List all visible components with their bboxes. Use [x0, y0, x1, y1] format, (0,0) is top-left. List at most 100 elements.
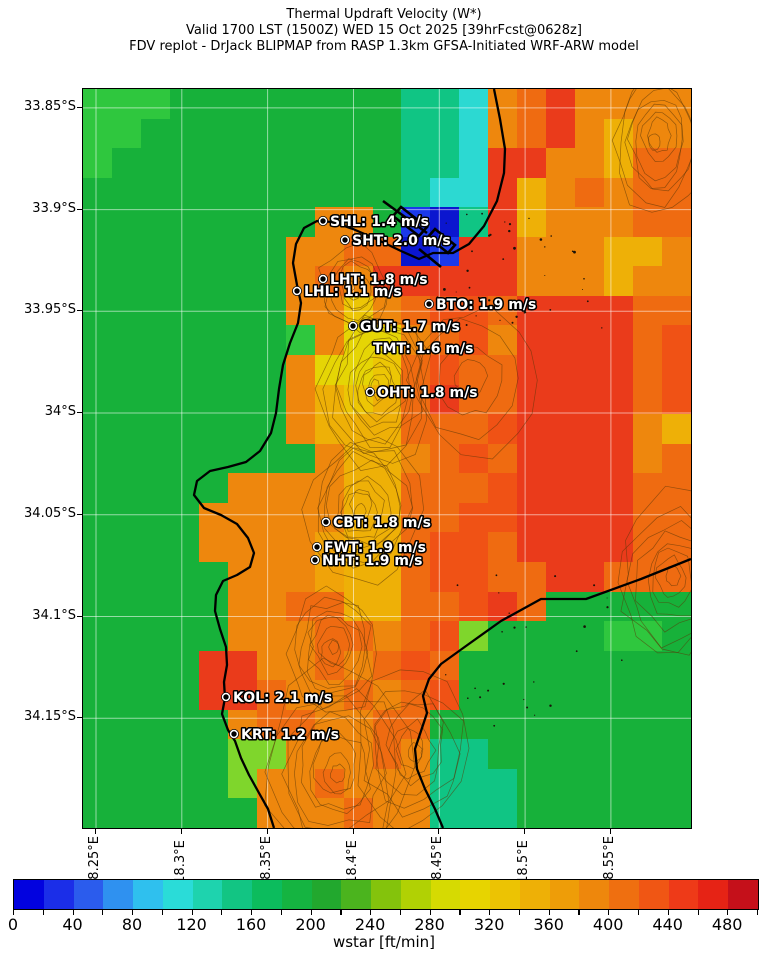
map-cell [459, 355, 489, 386]
map-cell [314, 118, 345, 149]
map-cell [140, 148, 171, 179]
y-tick-mark [77, 310, 82, 312]
colorbar-segment [698, 880, 729, 909]
urban-speckle [582, 289, 583, 290]
map-cell [633, 768, 663, 800]
terrain-contour [306, 610, 369, 694]
map-cell [198, 768, 229, 800]
map-cell [488, 709, 518, 740]
colorbar-segment [281, 880, 313, 909]
map-cell [633, 236, 663, 267]
map-cell [517, 532, 547, 563]
urban-speckle [468, 286, 471, 289]
map-cell [633, 355, 663, 386]
colorbar-tick-mark [42, 909, 44, 915]
urban-speckle [621, 659, 623, 661]
urban-speckle [526, 706, 529, 709]
map-cell [430, 502, 460, 533]
terrain-contour [617, 505, 691, 654]
x-tick-mark [524, 829, 526, 834]
map-cell [488, 266, 518, 297]
terrain-contour [665, 565, 682, 587]
urban-speckle [465, 324, 468, 326]
colorbar-tick-mark [221, 909, 223, 915]
map-cell [83, 768, 113, 800]
map-cell [459, 384, 489, 415]
map-cell [83, 621, 113, 652]
urban-speckle [443, 288, 446, 291]
colorbar-tick-label: 360 [533, 915, 564, 934]
map-cell [575, 680, 605, 711]
terrain-contour [301, 711, 374, 810]
y-tick-label: 34°S [44, 404, 76, 419]
map-cell [169, 502, 200, 533]
station-marker [367, 389, 373, 395]
map-cell [546, 148, 576, 179]
terrain-contour [294, 596, 373, 710]
colorbar-segment [103, 880, 134, 909]
urban-speckle [586, 300, 589, 303]
map-cell [198, 650, 229, 681]
colorbar-tick-mark [310, 909, 312, 915]
map-cell [546, 502, 576, 533]
map-cell [111, 89, 142, 120]
terrain-contour [619, 89, 691, 213]
station-label: BTO: 1.9 m/s [436, 297, 536, 313]
urban-speckle [508, 223, 512, 226]
map-cell [314, 414, 345, 445]
map-cell [459, 177, 489, 208]
map-cell [430, 709, 460, 740]
map-cell [111, 207, 142, 238]
map-cell [430, 207, 460, 238]
map-cell [256, 236, 287, 267]
urban-speckle [466, 213, 468, 216]
map-cell [488, 502, 518, 533]
map-cell [285, 739, 316, 770]
map-cell [430, 266, 460, 297]
map-cell [662, 148, 691, 179]
map-cell [430, 532, 460, 563]
map-cell [111, 768, 142, 800]
map-cell [546, 414, 576, 445]
urban-speckle [575, 650, 578, 653]
y-tick-mark [77, 412, 82, 414]
map-cell [662, 680, 691, 711]
map-cell [169, 532, 200, 563]
map-cell [314, 236, 345, 267]
urban-speckle [488, 299, 491, 302]
map-cell [343, 118, 374, 149]
map-cell [662, 650, 691, 681]
terrain-contour [349, 489, 373, 520]
map-cell [140, 89, 171, 120]
map-cell [575, 798, 605, 828]
terrain-contour [334, 475, 392, 551]
map-cell [256, 325, 287, 356]
map-cell [140, 355, 171, 386]
map-cell [227, 680, 258, 711]
map-cell [604, 118, 634, 149]
colorbar-tick-mark [667, 909, 669, 915]
colorbar-segment [43, 880, 74, 909]
map-cell [140, 561, 171, 593]
colorbar-tick-mark [191, 909, 193, 915]
map-cell [662, 236, 691, 267]
terrain-contour [318, 242, 389, 334]
station-label: CBT: 1.8 m/s [333, 515, 431, 531]
x-tick-mark [266, 829, 268, 834]
urban-speckle [501, 631, 503, 633]
urban-speckle [583, 278, 585, 280]
map-cell [517, 443, 547, 474]
map-cell [662, 355, 691, 386]
map-cell [372, 118, 403, 149]
map-cell [83, 650, 113, 681]
urban-speckle [502, 682, 505, 685]
map-cell [285, 236, 316, 267]
map-cell [140, 532, 171, 563]
station-marker [294, 288, 300, 294]
urban-speckle [456, 584, 459, 587]
map-cell [343, 739, 374, 770]
map-cell [256, 621, 287, 652]
map-cell [111, 384, 142, 415]
map-cell [111, 739, 142, 770]
